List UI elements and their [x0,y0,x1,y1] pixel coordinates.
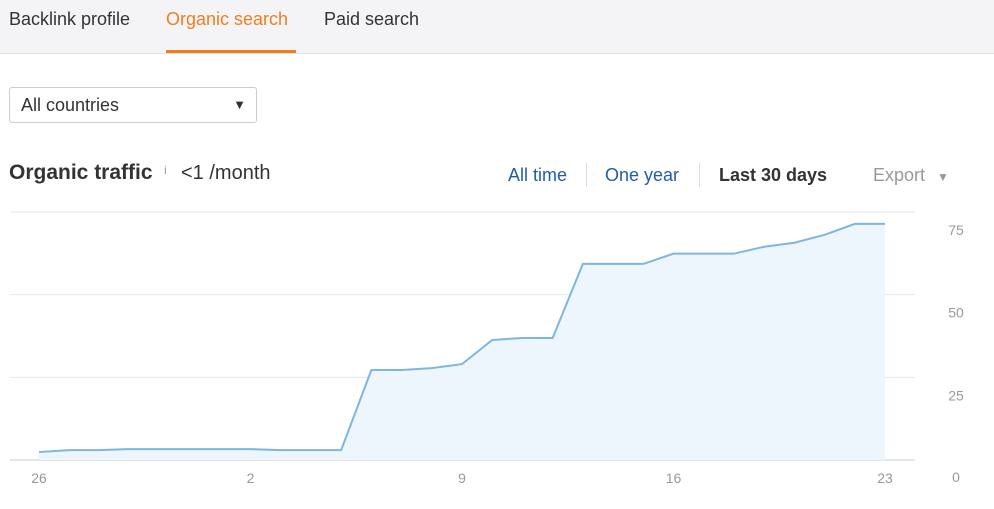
range-active[interactable]: Last 30 days [719,165,828,185]
info-icon[interactable]: i [164,163,167,177]
tab-bar: Backlink profile Organic search Paid sea… [0,0,994,54]
range-link[interactable]: One year [605,165,680,185]
x-tick-label: 26 [31,470,47,486]
dropdown-label: All countries [21,95,120,115]
x-tick-label: 9 [458,470,466,486]
export-label: Export [873,165,926,185]
traffic-label: Organic traffic [9,161,153,184]
tab[interactable]: Paid search [324,9,420,29]
dropdown-arrow: ▼ [233,97,246,112]
y-tick-label: 0 [952,469,960,485]
export-button[interactable]: Export ▼ [873,165,949,186]
x-tick-label: 23 [877,470,893,486]
tab-active[interactable]: Organic search [166,9,289,29]
x-tick-label: 16 [666,470,682,486]
traffic-value: <1 /month [181,162,271,184]
line [38,222,885,454]
range-link[interactable]: All time [508,165,568,185]
x-tick-label: 2 [247,470,255,486]
y-tick-label: 50 [948,305,964,321]
y-tick-label: 75 [948,222,964,238]
separator [699,163,700,187]
country-dropdown[interactable]: All countries ▼ [9,87,257,123]
tab[interactable]: Backlink profile [9,9,131,29]
area-fill [39,223,885,460]
export-arrow: ▼ [937,170,949,184]
y-tick-label: 25 [948,387,964,403]
tab-underline [166,50,296,53]
separator [586,163,587,187]
